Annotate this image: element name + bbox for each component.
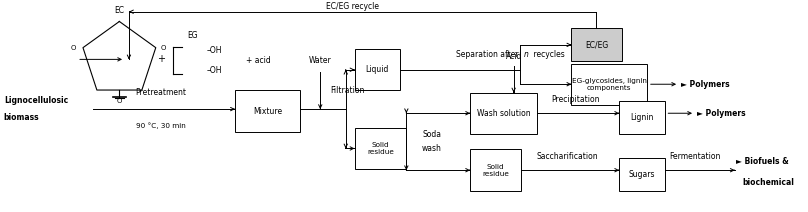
Text: Lignin: Lignin bbox=[630, 113, 654, 122]
Text: –OH: –OH bbox=[206, 46, 221, 54]
Bar bbox=[619, 158, 665, 191]
Text: O: O bbox=[71, 45, 76, 51]
Text: Sugars: Sugars bbox=[629, 170, 655, 179]
Text: Solid
residue: Solid residue bbox=[367, 142, 393, 155]
Text: Filtration: Filtration bbox=[330, 86, 364, 95]
Text: ► Polymers: ► Polymers bbox=[696, 109, 745, 118]
Text: Lignocellulosic: Lignocellulosic bbox=[4, 96, 68, 105]
Text: Saccharification: Saccharification bbox=[537, 152, 598, 161]
Text: Mixture: Mixture bbox=[253, 107, 282, 116]
Bar bbox=[470, 92, 537, 134]
Text: Solid
residue: Solid residue bbox=[482, 164, 509, 177]
Bar bbox=[470, 149, 521, 191]
Text: n: n bbox=[524, 50, 528, 59]
Text: EG-glycosides, lignin
components: EG-glycosides, lignin components bbox=[572, 78, 646, 91]
Text: wash: wash bbox=[422, 144, 442, 153]
Bar bbox=[571, 28, 621, 61]
Bar bbox=[355, 128, 406, 169]
Text: ► Polymers: ► Polymers bbox=[680, 80, 729, 89]
Text: biochemical: biochemical bbox=[743, 178, 794, 187]
Text: O: O bbox=[161, 45, 166, 51]
Bar bbox=[355, 49, 400, 91]
Text: recycles: recycles bbox=[531, 50, 565, 59]
Text: Acid: Acid bbox=[506, 52, 522, 61]
Text: biomass: biomass bbox=[4, 113, 40, 122]
Text: –OH: –OH bbox=[206, 66, 221, 75]
Text: O: O bbox=[116, 98, 122, 105]
Text: Water: Water bbox=[309, 56, 331, 65]
Text: + acid: + acid bbox=[246, 56, 271, 65]
Text: Separation after: Separation after bbox=[456, 50, 521, 59]
Text: EG: EG bbox=[187, 31, 198, 40]
Bar bbox=[235, 91, 301, 132]
Text: +: + bbox=[157, 54, 165, 64]
Text: EC: EC bbox=[115, 6, 124, 15]
Text: Fermentation: Fermentation bbox=[669, 152, 721, 161]
Text: Soda: Soda bbox=[423, 130, 441, 139]
Text: EC/EG: EC/EG bbox=[585, 40, 608, 49]
Bar bbox=[619, 101, 665, 134]
Text: 90 °C, 30 min: 90 °C, 30 min bbox=[136, 122, 186, 129]
Text: EC/EG recycle: EC/EG recycle bbox=[326, 2, 379, 11]
Text: ► Biofuels &: ► Biofuels & bbox=[736, 158, 789, 166]
Text: Precipitation: Precipitation bbox=[551, 95, 600, 104]
Text: Wash solution: Wash solution bbox=[477, 109, 530, 118]
Text: Liquid: Liquid bbox=[365, 65, 389, 74]
Text: Pretreatment: Pretreatment bbox=[135, 88, 187, 97]
Bar bbox=[571, 64, 647, 105]
